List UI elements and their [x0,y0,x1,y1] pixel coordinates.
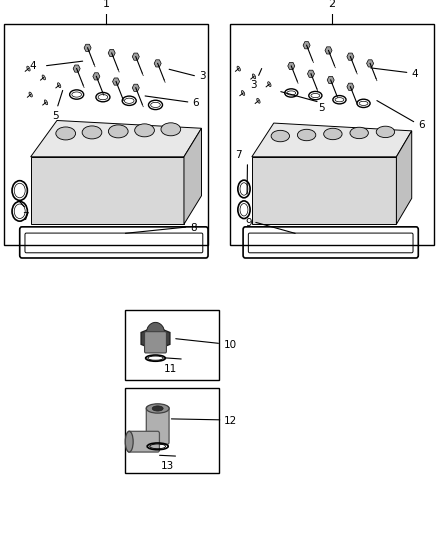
Text: 5: 5 [52,111,59,121]
Ellipse shape [268,82,271,86]
Text: 13: 13 [161,461,174,471]
Polygon shape [113,78,120,85]
Text: 9: 9 [245,217,252,228]
Polygon shape [288,62,295,70]
Text: 6: 6 [418,119,425,130]
Polygon shape [252,123,412,157]
Ellipse shape [135,124,154,137]
Bar [125,310,219,380]
Polygon shape [184,128,201,224]
Ellipse shape [376,126,395,138]
Polygon shape [132,84,139,91]
Polygon shape [154,60,161,67]
Ellipse shape [146,404,169,413]
Ellipse shape [252,74,256,79]
Ellipse shape [152,406,163,411]
Polygon shape [93,73,100,80]
Text: 12: 12 [224,416,237,426]
Text: 8: 8 [191,223,197,233]
Ellipse shape [27,66,30,71]
Ellipse shape [82,126,102,139]
Ellipse shape [125,431,133,452]
Text: 6: 6 [193,99,199,108]
Text: 4: 4 [412,69,418,79]
Ellipse shape [29,92,32,97]
Polygon shape [347,53,354,60]
Polygon shape [84,44,91,51]
FancyBboxPatch shape [127,431,159,452]
FancyBboxPatch shape [145,332,166,353]
Ellipse shape [57,83,61,87]
Text: 4: 4 [30,61,36,71]
Ellipse shape [44,100,48,105]
Polygon shape [303,42,310,49]
Text: 3: 3 [199,71,206,82]
Ellipse shape [257,98,260,103]
Text: 1: 1 [103,0,110,9]
Text: 10: 10 [223,340,237,350]
Text: 3: 3 [250,80,257,90]
Polygon shape [367,60,374,67]
Polygon shape [396,131,412,224]
Polygon shape [327,76,334,84]
FancyBboxPatch shape [146,406,169,445]
Ellipse shape [350,127,368,139]
Polygon shape [73,65,80,72]
Text: 11: 11 [164,365,177,374]
Bar [125,387,219,473]
Ellipse shape [109,125,128,138]
Ellipse shape [56,127,76,140]
Polygon shape [31,157,184,224]
Text: 7: 7 [22,212,29,222]
Polygon shape [132,53,139,60]
Ellipse shape [42,75,46,80]
Bar [4,25,208,245]
Polygon shape [347,83,354,91]
Text: 2: 2 [328,0,336,9]
Ellipse shape [297,130,316,141]
Ellipse shape [271,131,290,142]
Ellipse shape [161,123,180,136]
Ellipse shape [237,66,240,71]
Bar [230,25,434,245]
Circle shape [146,322,165,344]
Polygon shape [141,327,170,350]
Polygon shape [252,157,396,224]
Polygon shape [307,70,314,77]
Text: 7: 7 [236,150,242,160]
Polygon shape [31,120,201,157]
Ellipse shape [324,128,342,140]
Text: 5: 5 [318,103,325,114]
Ellipse shape [241,91,245,95]
Polygon shape [325,47,332,54]
Polygon shape [108,50,115,56]
